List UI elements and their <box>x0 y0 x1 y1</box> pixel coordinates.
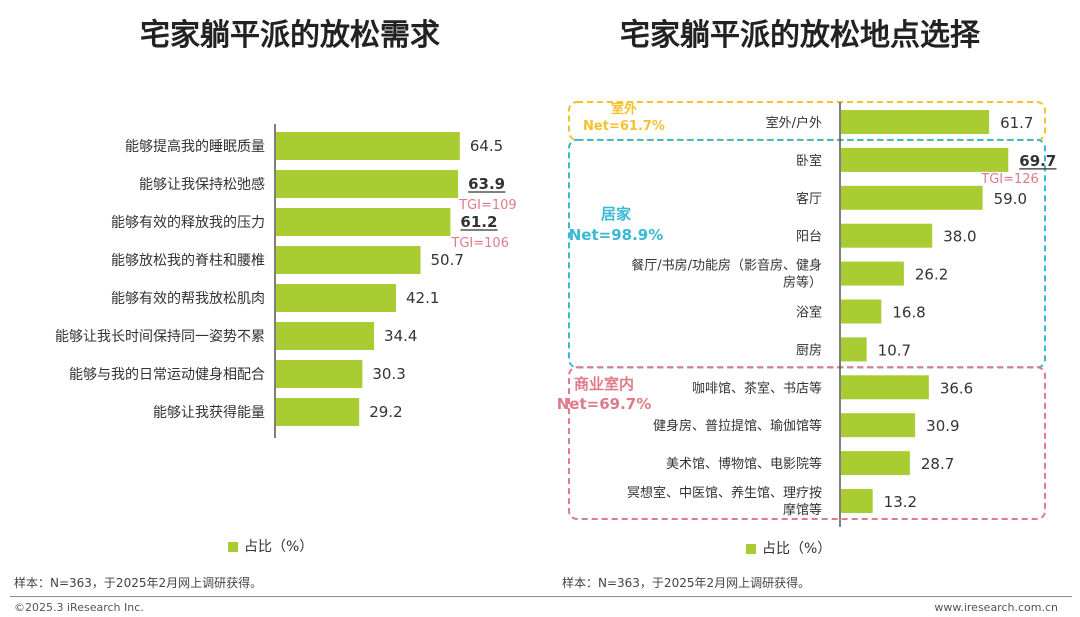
left-category-label: 能够与我的日常运动健身相配合 <box>69 367 265 383</box>
left-value-label: 64.5 <box>470 137 503 155</box>
right-category-label: 餐厅/书房/功能房（影音房、健身 <box>631 258 822 274</box>
left-category-label: 能够提高我的睡眠质量 <box>125 138 265 155</box>
left-value-label: 30.3 <box>372 365 405 383</box>
right-legend-label: 占比（%） <box>762 541 832 557</box>
left-value-label: 63.9 <box>468 175 505 193</box>
right-bar <box>841 489 873 513</box>
left-bar <box>276 132 460 160</box>
left-category-label: 能够让我保持松弛感 <box>139 176 265 193</box>
left-value-label: 29.2 <box>369 403 402 421</box>
footer-url: www.iresearch.com.cn <box>934 601 1058 614</box>
left-category-label: 能够有效的释放我的压力 <box>111 215 265 231</box>
left-value-label: 61.2 <box>460 213 497 231</box>
right-bar <box>841 375 929 400</box>
footer-divider <box>10 596 1072 597</box>
group-net-1: Net=98.9% <box>569 226 664 244</box>
right-category-label: 浴室 <box>796 305 822 321</box>
right-value-label: 26.2 <box>915 266 948 284</box>
left-category-label: 能够放松我的脊柱和腰椎 <box>111 253 265 269</box>
group-label-2: 商业室内 <box>574 375 634 393</box>
group-box-1 <box>568 138 1046 369</box>
right-tgi-label: TGI=126 <box>980 172 1039 187</box>
right-bar <box>841 413 916 438</box>
group-net-2: Net=69.7% <box>557 395 652 413</box>
right-bar <box>841 337 867 362</box>
left-bar <box>276 170 459 198</box>
right-legend-swatch <box>746 544 756 554</box>
right-value-label: 69.7 <box>1019 152 1056 170</box>
right-category-label: 阳台 <box>796 230 822 245</box>
right-value-label: 38.0 <box>943 228 976 246</box>
left-bar <box>276 208 451 236</box>
left-category-label: 能够有效的帮我放松肌肉 <box>111 291 265 307</box>
right-value-label: 36.6 <box>940 379 973 397</box>
right-bar <box>841 147 1009 172</box>
right-sample-note: 样本：N=363，于2025年2月网上调研获得。 <box>562 576 811 590</box>
right-category-label: 美术馆、博物馆、电影院等 <box>666 456 822 472</box>
right-category-label: 冥想室、中医馆、养生馆、理疗按 <box>627 485 822 501</box>
right-category-label: 客厅 <box>796 191 822 207</box>
left-bar <box>276 398 360 426</box>
right-category-label: 卧室 <box>796 153 822 169</box>
right-value-label: 61.7 <box>1000 114 1033 132</box>
right-category-label: 厨房 <box>796 342 822 358</box>
group-box-0 <box>568 101 1046 141</box>
left-category-label: 能够让我获得能量 <box>153 404 265 421</box>
footer-copyright: ©2025.3 iResearch Inc. <box>14 601 144 614</box>
right-legend: 占比（%） <box>746 538 831 558</box>
group-label-1: 居家 <box>601 205 631 223</box>
left-tgi-label: TGI=106 <box>450 236 509 251</box>
left-sample-note: 样本：N=363，于2025年2月网上调研获得。 <box>14 576 263 590</box>
right-category-label: 咖啡馆、茶室、书店等 <box>692 380 822 396</box>
group-net-0: Net=61.7% <box>583 119 665 134</box>
right-value-label: 13.2 <box>884 493 917 511</box>
right-value-label: 10.7 <box>878 341 911 359</box>
left-value-label: 42.1 <box>406 289 439 307</box>
left-tgi-label: TGI=109 <box>458 198 517 213</box>
right-category-label-cont: 房等） <box>783 275 822 291</box>
left-bar <box>276 284 396 312</box>
right-category-label-cont: 摩馆等 <box>783 502 822 518</box>
right-category-label: 健身房、普拉提馆、瑜伽馆等 <box>653 418 822 434</box>
left-chart-title: 宅家躺平派的放松需求 <box>140 18 440 53</box>
right-value-label: 16.8 <box>892 304 925 322</box>
left-value-label: 34.4 <box>384 327 417 345</box>
right-bar <box>841 223 933 248</box>
left-value-label: 50.7 <box>430 251 463 269</box>
left-legend-swatch <box>228 542 238 552</box>
left-category-label: 能够让我长时间保持同一姿势不累 <box>55 329 265 345</box>
right-bar <box>841 110 990 134</box>
right-value-label: 30.9 <box>926 417 959 435</box>
right-value-label: 28.7 <box>921 455 954 473</box>
right-bar <box>841 185 983 210</box>
left-legend-label: 占比（%） <box>244 539 314 555</box>
right-chart-title: 宅家躺平派的放松地点选择 <box>620 18 980 53</box>
left-bar <box>276 246 421 274</box>
group-box-2 <box>568 366 1046 520</box>
left-bar <box>276 322 375 350</box>
right-bar <box>841 261 904 286</box>
right-category-label: 室外/户外 <box>766 115 822 131</box>
left-legend: 占比（%） <box>228 536 313 556</box>
right-bar <box>841 451 910 476</box>
right-bar <box>841 299 882 324</box>
group-label-0: 室外 <box>611 101 637 117</box>
left-bar <box>276 360 363 388</box>
right-value-label: 59.0 <box>994 190 1027 208</box>
